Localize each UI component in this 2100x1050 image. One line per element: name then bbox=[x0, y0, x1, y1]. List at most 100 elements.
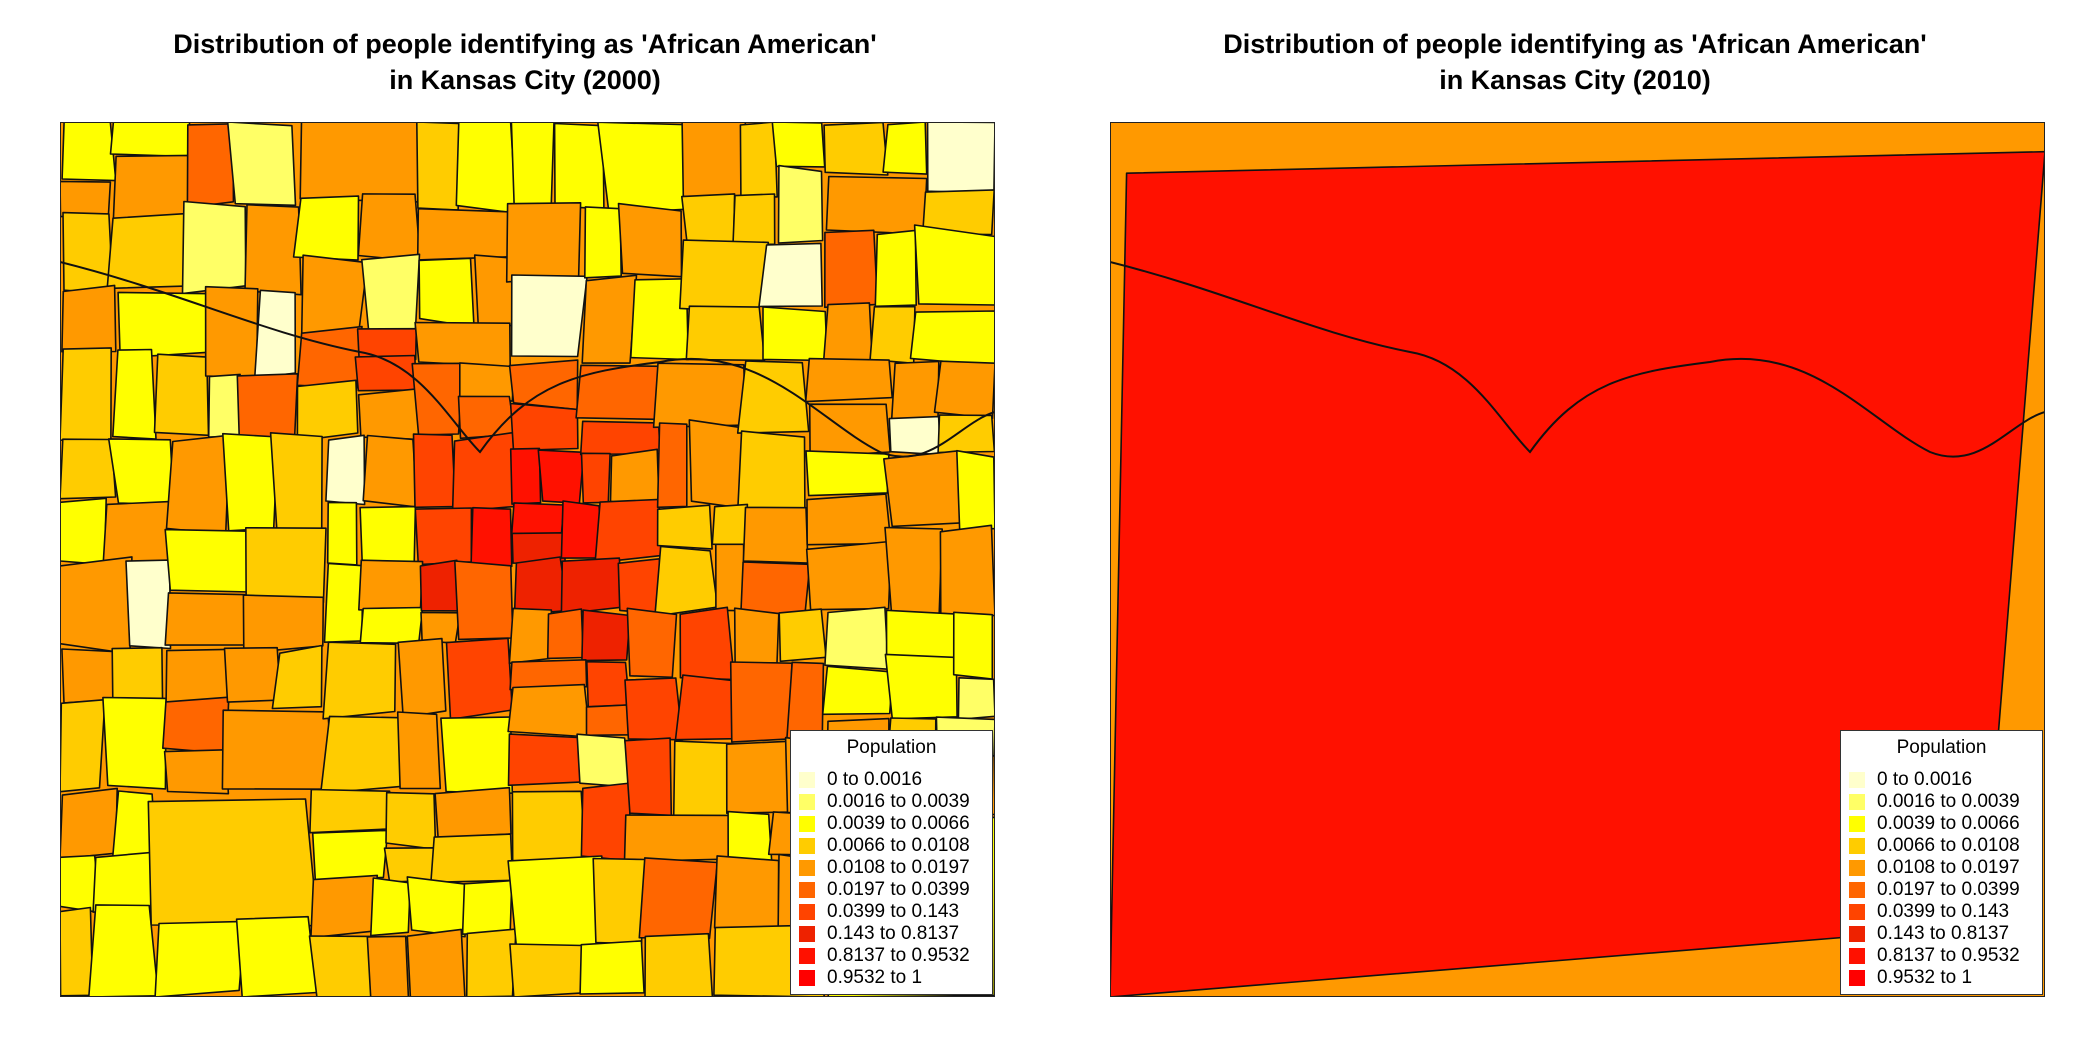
census-tract bbox=[933, 360, 995, 420]
census-tract bbox=[821, 665, 894, 716]
census-tract bbox=[154, 920, 246, 997]
census-tract bbox=[909, 310, 995, 367]
census-tract bbox=[957, 676, 995, 721]
census-tract bbox=[509, 943, 588, 997]
census-tract bbox=[508, 607, 553, 665]
census-tract bbox=[806, 493, 892, 546]
census-tract bbox=[652, 362, 747, 429]
census-tract bbox=[440, 716, 514, 795]
census-tract bbox=[626, 607, 678, 679]
census-tract bbox=[62, 211, 114, 295]
legend-label: 0.0016 to 0.0039 bbox=[827, 791, 970, 812]
census-tract bbox=[955, 449, 995, 532]
census-tract bbox=[242, 594, 325, 654]
legend-swatch bbox=[1849, 816, 1865, 832]
census-tract bbox=[153, 353, 210, 437]
census-tract bbox=[685, 305, 766, 362]
census-tract bbox=[678, 239, 770, 314]
census-tract bbox=[560, 557, 625, 615]
legend-label: 0.0039 to 0.0066 bbox=[1877, 813, 2020, 834]
legend-title: Population bbox=[846, 737, 937, 758]
legend-swatch bbox=[1849, 882, 1865, 898]
census-tract bbox=[112, 154, 190, 221]
census-tract bbox=[60, 787, 119, 860]
census-tract bbox=[654, 545, 719, 618]
census-tract bbox=[357, 387, 420, 441]
legend-swatch bbox=[1849, 926, 1865, 942]
legend-swatch bbox=[1849, 794, 1865, 810]
census-tract bbox=[111, 348, 157, 440]
census-tract bbox=[644, 932, 714, 997]
census-tract bbox=[672, 740, 736, 820]
census-tract bbox=[117, 291, 215, 359]
census-tract bbox=[680, 193, 736, 245]
census-tract bbox=[882, 450, 962, 528]
census-tract bbox=[60, 698, 106, 793]
census-tract bbox=[236, 373, 299, 439]
choropleth-map-2000 bbox=[60, 122, 995, 997]
census-tract bbox=[592, 857, 647, 945]
legend-swatch bbox=[799, 794, 815, 810]
census-tract bbox=[510, 274, 588, 358]
census-tract bbox=[553, 122, 605, 210]
census-tract bbox=[952, 611, 994, 680]
census-tract bbox=[300, 254, 369, 337]
census-tract bbox=[937, 414, 995, 454]
census-tract bbox=[61, 122, 117, 182]
census-tract bbox=[445, 637, 514, 721]
census-tract bbox=[414, 507, 473, 566]
census-tract bbox=[825, 175, 928, 235]
census-tract bbox=[510, 502, 565, 537]
census-tract bbox=[406, 876, 467, 938]
legend-swatch bbox=[1849, 948, 1865, 964]
census-tract bbox=[418, 257, 475, 328]
census-tract bbox=[581, 274, 638, 364]
census-tract bbox=[162, 696, 230, 755]
legend-label: 0.143 to 0.8137 bbox=[1877, 923, 2010, 944]
legend-swatch bbox=[1849, 772, 1865, 788]
legend-swatch bbox=[799, 970, 815, 986]
census-tract bbox=[165, 434, 231, 536]
census-tract bbox=[461, 879, 513, 936]
census-tract bbox=[357, 193, 422, 263]
census-tract bbox=[884, 653, 958, 720]
legend-label: 0.0039 to 0.0066 bbox=[827, 813, 970, 834]
legend-label: 0.0016 to 0.0039 bbox=[1877, 791, 2020, 812]
census-tract bbox=[434, 786, 512, 839]
census-tract bbox=[61, 648, 116, 704]
census-tract bbox=[688, 419, 746, 509]
census-tract bbox=[742, 506, 809, 564]
legend-swatch bbox=[1849, 904, 1865, 920]
census-tract bbox=[60, 906, 94, 997]
legend-2000: Population 0 to 0.0016 0.0016 to 0.0039 … bbox=[790, 730, 993, 995]
census-tract bbox=[874, 229, 918, 308]
census-tract bbox=[823, 229, 879, 309]
census-tract bbox=[884, 526, 944, 617]
legend-swatch bbox=[799, 816, 815, 832]
census-tract bbox=[727, 810, 773, 863]
census-tract bbox=[732, 193, 776, 246]
census-tract bbox=[725, 740, 792, 815]
census-tract bbox=[319, 715, 406, 795]
legend-label: 0.9532 to 1 bbox=[1877, 967, 1973, 988]
map-panel-2010: Distribution of people identifying as 'A… bbox=[1050, 0, 2100, 1050]
census-tract bbox=[713, 855, 780, 934]
census-tract bbox=[926, 122, 995, 195]
census-tract bbox=[106, 212, 186, 290]
census-tract bbox=[576, 733, 631, 788]
census-tract bbox=[221, 709, 334, 791]
census-tract bbox=[579, 420, 661, 456]
census-tract bbox=[805, 450, 890, 497]
census-tract bbox=[362, 434, 418, 508]
census-tract bbox=[60, 438, 117, 500]
census-tract bbox=[617, 202, 683, 278]
census-tract bbox=[309, 788, 391, 834]
census-tract bbox=[311, 829, 389, 883]
census-tract bbox=[366, 935, 410, 997]
census-tract bbox=[740, 561, 811, 617]
census-tract bbox=[804, 357, 894, 403]
legend-label: 0.0066 to 0.0108 bbox=[827, 835, 970, 856]
census-tract bbox=[736, 360, 810, 434]
census-tract bbox=[921, 189, 995, 236]
census-tract bbox=[244, 203, 302, 296]
